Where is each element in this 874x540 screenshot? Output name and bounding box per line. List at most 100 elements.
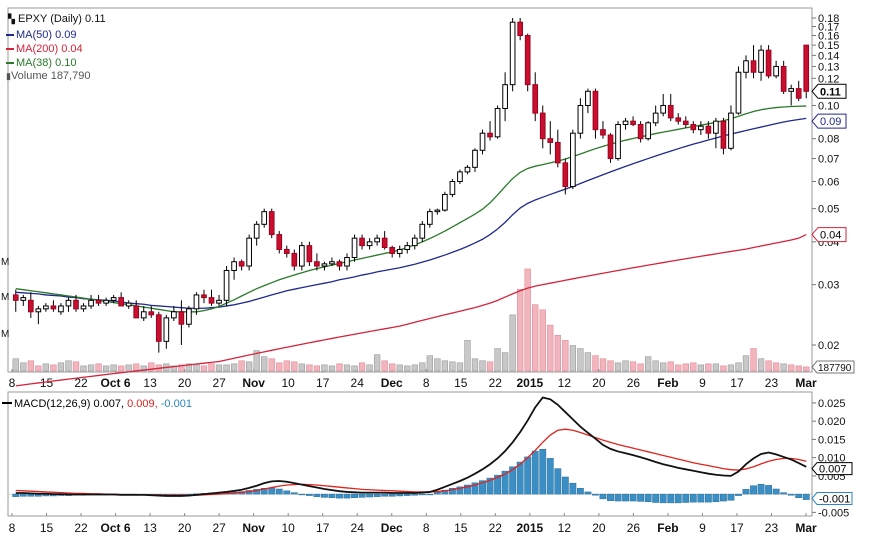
- price-title: ▚ EPXY (Daily) 0.11: [8, 13, 106, 26]
- chart-logo-icon: ▚: [8, 14, 15, 24]
- candle-up: [788, 88, 795, 92]
- candle-up: [472, 149, 478, 168]
- volume-bar: [788, 364, 795, 372]
- volume-bar: [419, 362, 426, 372]
- volume-bar: [765, 360, 772, 372]
- candle-down: [148, 311, 155, 316]
- candle-up: [58, 305, 64, 313]
- macd-x-tick-label: 8: [423, 521, 430, 535]
- candle-down: [524, 35, 531, 86]
- candle-down: [133, 305, 140, 319]
- volume-bar: [742, 355, 750, 372]
- volume-bar: [795, 365, 802, 372]
- volume-bar: [569, 345, 577, 372]
- volume-bar: [456, 362, 464, 372]
- volume-bar: [486, 361, 494, 372]
- price-y-tick-label: 0.05: [818, 204, 839, 216]
- macd-histogram-bar: [569, 482, 577, 495]
- macd-legend-part: 0.009,: [124, 398, 158, 410]
- macd-x-tick-label: 24: [351, 521, 365, 535]
- macd-histogram-bar: [433, 492, 441, 495]
- volume-bar: [750, 348, 757, 372]
- candle-up: [186, 308, 192, 325]
- volume-bar: [629, 361, 637, 372]
- price-x-tick-label: 23: [765, 376, 779, 390]
- macd-histogram-bar: [418, 493, 426, 496]
- legend-ma38-label: MA(38) 0.10: [16, 57, 77, 69]
- volume-bar: [720, 365, 727, 372]
- candle-up: [434, 209, 441, 213]
- volume-bar: [501, 352, 509, 372]
- macd-histogram-bar: [780, 492, 788, 495]
- candle-down: [795, 88, 802, 99]
- candle-up: [411, 237, 418, 247]
- candle-up: [449, 181, 456, 195]
- macd-histogram-bar: [501, 470, 509, 495]
- macd-histogram-bar: [373, 493, 381, 497]
- candle-down: [765, 49, 772, 77]
- price-y-tick-label: 0.08: [818, 134, 839, 146]
- candle-up: [426, 211, 433, 225]
- macd-histogram-bar: [27, 493, 35, 497]
- macd-histogram-bar: [448, 488, 456, 495]
- volume-bar: [411, 364, 418, 372]
- candle-down: [600, 129, 606, 136]
- candle-down: [314, 261, 320, 267]
- candle-down: [630, 120, 636, 126]
- macd-y-tick-label: 0.015: [818, 434, 846, 446]
- candle-down: [720, 120, 727, 149]
- macd-histogram-bar: [554, 468, 562, 495]
- price-x-tick-label: 20: [592, 376, 606, 390]
- price-x-tick-label: Oct 6: [101, 376, 131, 390]
- price-x-tick-label: 24: [351, 376, 365, 390]
- candle-up: [216, 299, 222, 304]
- macd-histogram-bar: [253, 489, 261, 495]
- candle-up: [110, 297, 117, 301]
- volume-bar: [185, 363, 193, 372]
- price-y-tick-label: 0.13: [818, 61, 839, 73]
- candle-down: [12, 294, 19, 301]
- price-y-tick-label: 0.07: [818, 154, 839, 166]
- candle-down: [238, 261, 245, 267]
- macd-y-tick-label: 0.010: [818, 453, 846, 465]
- price-x-tick-label: 17: [316, 376, 330, 390]
- macd-x-tick-label: 22: [489, 521, 503, 535]
- volume-bar: [366, 364, 373, 372]
- candle-up: [479, 132, 486, 151]
- candle-up: [615, 124, 621, 160]
- price-y-tick-label: 0.10: [818, 100, 839, 112]
- macd-histogram-bar: [388, 493, 396, 497]
- volume-bar: [373, 354, 381, 372]
- volume-badge-label: 187790: [818, 363, 852, 374]
- candle-down: [95, 299, 102, 304]
- price-y-tick-label: 0.02: [818, 340, 839, 352]
- macd-histogram-bar: [396, 493, 404, 497]
- candle-down: [268, 211, 275, 236]
- candle-down: [705, 125, 712, 134]
- macd-histogram-bar: [516, 461, 524, 495]
- macd-histogram-bar: [313, 493, 321, 497]
- macd-histogram-bar: [456, 486, 464, 495]
- macd-x-tick-label: 27: [212, 521, 226, 535]
- price-x-tick-label: 8: [423, 376, 430, 390]
- macd-histogram-bar: [283, 490, 291, 495]
- macd-histogram-bar: [637, 493, 645, 502]
- volume-bar: [690, 362, 697, 372]
- macd-badge-blue: [811, 491, 853, 505]
- ma50-swatch-icon: [6, 34, 14, 37]
- candle-down: [178, 311, 185, 325]
- volume-bar: [276, 362, 283, 372]
- ma50-line: [15, 117, 807, 309]
- macd-histogram-bar: [712, 493, 720, 503]
- ma38-swatch-icon: [6, 62, 14, 65]
- candle-up: [253, 223, 260, 239]
- candle-up: [509, 21, 516, 86]
- candle-up: [652, 112, 659, 124]
- volume-bar: [133, 363, 140, 372]
- volume-bar: [102, 365, 110, 372]
- macd-histogram-bar: [19, 493, 27, 497]
- candle-down: [283, 248, 290, 254]
- volume-bar: [178, 364, 185, 372]
- macd-histogram-bar: [358, 493, 366, 498]
